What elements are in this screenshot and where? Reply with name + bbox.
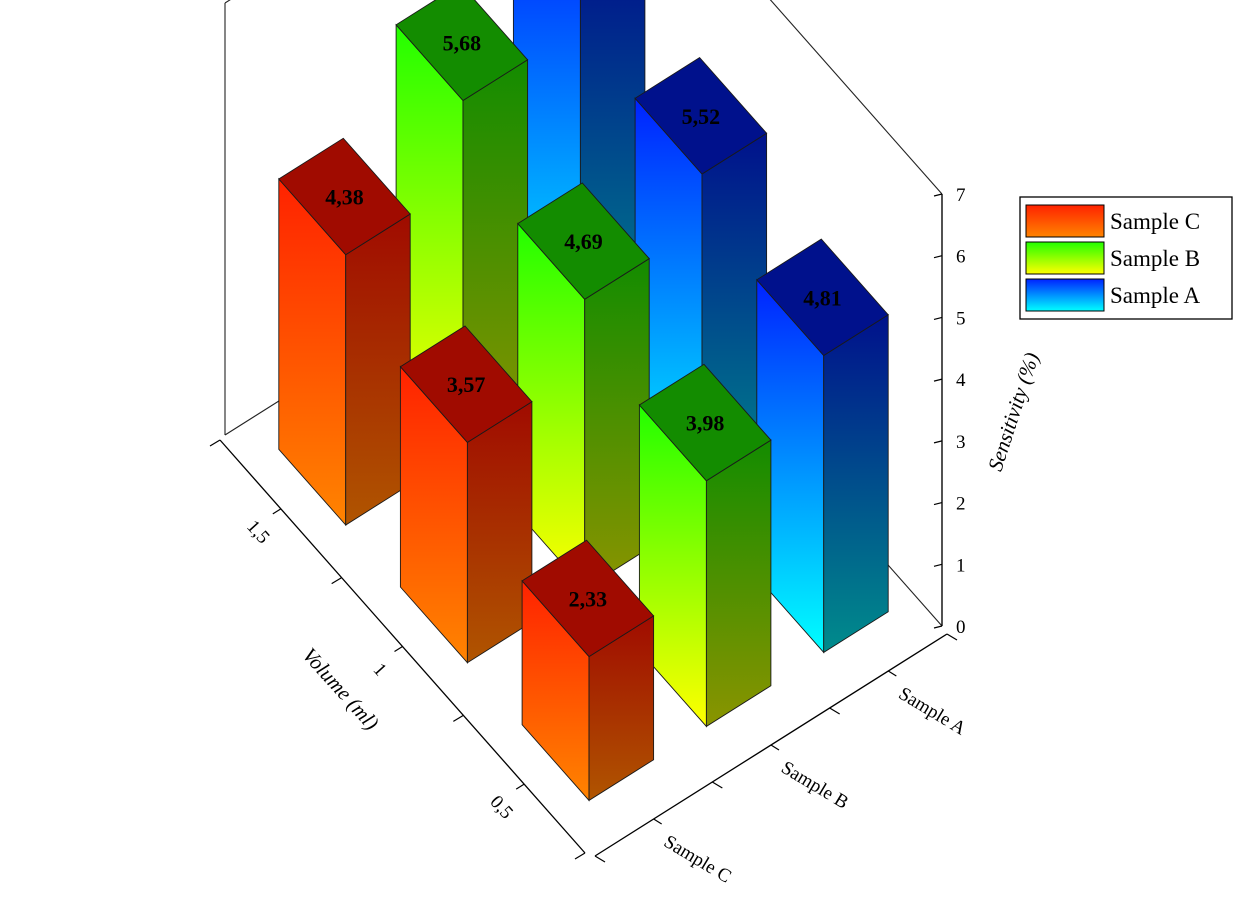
- z-tick: [933, 193, 943, 197]
- x-axis-title: Volume (ml): [298, 643, 384, 735]
- z-tick: [933, 255, 943, 259]
- depth-tick-label: Sample B: [777, 757, 852, 813]
- bar-top-face: [638, 363, 772, 482]
- x-tick: [574, 852, 586, 860]
- z-tick-label: 6: [956, 247, 966, 268]
- depth-tick: [594, 855, 606, 863]
- z-tick-label: 2: [956, 494, 966, 515]
- bar: 2,33: [521, 539, 655, 802]
- x-tick-label: 1: [369, 659, 391, 680]
- x-tick: [453, 714, 464, 722]
- z-tick: [933, 440, 943, 444]
- legend-label: Sample C: [1110, 209, 1200, 234]
- x-tick: [515, 783, 525, 790]
- depth-tick: [829, 707, 840, 715]
- z-tick: [933, 378, 943, 382]
- bar-side-face: [705, 439, 772, 728]
- x-tick: [331, 577, 342, 585]
- bar-value-label: 4,69: [564, 229, 603, 254]
- bar: 4,38: [278, 137, 411, 527]
- depth-tick-label: Sample A: [895, 683, 970, 739]
- x-tick: [209, 439, 221, 447]
- legend-swatch: [1025, 204, 1105, 238]
- z-tick: [933, 316, 943, 321]
- bar: 3,57: [399, 325, 533, 664]
- depth-tick: [653, 818, 662, 825]
- bar: 4,69: [517, 182, 650, 590]
- depth-tick: [946, 633, 958, 641]
- legend-label: Sample A: [1110, 283, 1200, 308]
- legend-swatch: [1025, 278, 1105, 312]
- box-edge: [769, 0, 943, 195]
- bar-value-label: 4,38: [325, 185, 364, 210]
- x-tick: [272, 508, 282, 515]
- bar-value-label: 5,68: [443, 30, 482, 55]
- depth-tick: [712, 781, 723, 789]
- bar-top-face: [278, 137, 411, 256]
- bar-top-face: [756, 238, 889, 357]
- x-tick: [394, 645, 403, 653]
- bar-top-face: [395, 0, 529, 102]
- z-tick: [933, 625, 943, 629]
- bars: 6,235,685,524,814,384,693,573,982,33: [278, 0, 889, 802]
- legend-entry: Sample A: [1025, 278, 1200, 312]
- z-tick-label: 4: [956, 370, 966, 391]
- z-tick-label: 0: [956, 617, 966, 638]
- bar-top-face: [634, 57, 768, 175]
- bar-value-label: 3,98: [686, 411, 725, 436]
- bar-top-face: [517, 182, 650, 300]
- legend-label: Sample B: [1110, 246, 1200, 271]
- bar-value-label: 5,52: [682, 104, 721, 129]
- x-tick-label: 0,5: [486, 792, 517, 824]
- legend-entry: Sample B: [1025, 241, 1200, 275]
- z-tick-label: 5: [956, 308, 966, 329]
- z-tick-label: 7: [956, 185, 966, 206]
- legend-swatch: [1025, 241, 1105, 275]
- legend-entry: Sample C: [1025, 204, 1200, 238]
- depth-tick: [888, 670, 897, 677]
- bar-top-face: [399, 325, 533, 443]
- bar: 3,98: [638, 363, 772, 728]
- depth-tick-label: Sample C: [660, 831, 735, 887]
- bar-value-label: 2,33: [569, 586, 608, 611]
- bar-side-face: [823, 313, 889, 654]
- z-axis-title: Sensitivity (%): [983, 349, 1044, 473]
- z-tick-label: 1: [956, 555, 966, 576]
- x-tick-label: 1,5: [242, 516, 273, 548]
- z-tick: [933, 501, 943, 506]
- bar-top-face: [521, 539, 655, 658]
- depth-tick: [770, 744, 780, 751]
- legend: Sample C Sample B Sample A: [1019, 196, 1233, 320]
- bar-value-label: 4,81: [803, 285, 842, 310]
- z-tick: [933, 563, 943, 567]
- z-tick-label: 3: [956, 432, 966, 453]
- bar-value-label: 3,57: [447, 372, 486, 397]
- bar: 4,81: [756, 238, 889, 654]
